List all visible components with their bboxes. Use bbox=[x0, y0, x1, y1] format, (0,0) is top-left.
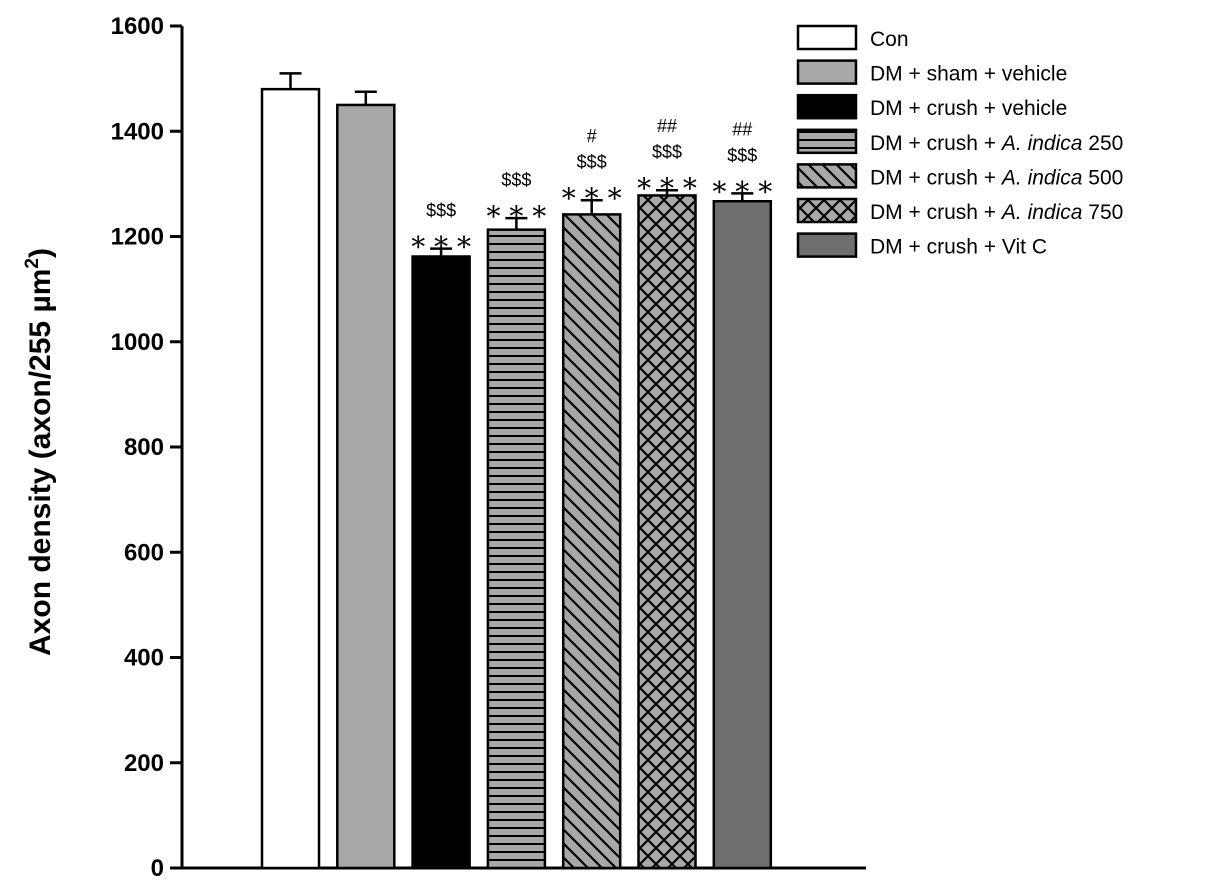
legend-item: DM + crush + Vit C bbox=[796, 232, 1047, 259]
error-bars-group bbox=[279, 72, 754, 257]
y-tick-label: 200 bbox=[124, 750, 164, 777]
bar bbox=[637, 194, 697, 870]
y-axis-label-close: ) bbox=[24, 248, 57, 258]
legend-item: DM + crush + A. indica 250 bbox=[796, 128, 1123, 155]
y-tick-label: 400 bbox=[124, 645, 164, 672]
y-axis-label-main: Axon density (axon/255 µm bbox=[24, 269, 57, 656]
y-tick-label: 800 bbox=[124, 434, 164, 461]
legend-item: DM + sham + vehicle bbox=[796, 59, 1067, 86]
significance-marker: ## bbox=[657, 116, 677, 136]
y-tick-label: 1400 bbox=[111, 118, 164, 145]
bar bbox=[561, 213, 622, 870]
y-tick-label: 600 bbox=[124, 539, 164, 566]
legend-swatch bbox=[796, 128, 858, 155]
significance-markers-group: * * * $$$ * * * $$$ * * * $$$ # * * * $$$ ## * * *… bbox=[411, 116, 772, 263]
bar bbox=[486, 228, 547, 870]
significance-marker: * * * bbox=[562, 182, 622, 215]
significance-marker: $$$ bbox=[652, 142, 682, 162]
legend: Con DM + sham + vehicle DM + crush + vehic… bbox=[796, 24, 1123, 259]
legend-label: DM + crush + Vit C bbox=[870, 236, 1047, 259]
significance-marker: $$$ bbox=[727, 145, 757, 165]
legend-swatch bbox=[796, 59, 858, 85]
legend-label: DM + crush + A. indica 750 bbox=[870, 201, 1123, 224]
significance-marker: * * * bbox=[637, 172, 697, 205]
significance-marker: * * * bbox=[712, 175, 772, 208]
bar bbox=[712, 199, 773, 870]
legend-item: Con bbox=[796, 24, 909, 51]
significance-marker: ## bbox=[732, 119, 752, 139]
significance-marker: $$$ bbox=[426, 201, 456, 221]
y-axis: 0 200 400 600 800 1000 1200 1400 1600 bbox=[111, 13, 184, 882]
y-tick-label: 0 bbox=[151, 855, 164, 882]
legend-item: DM + crush + A. indica 500 bbox=[796, 163, 1123, 189]
legend-label: Con bbox=[870, 28, 909, 51]
significance-marker: * * * bbox=[486, 200, 546, 233]
legend-label: DM + sham + vehicle bbox=[870, 63, 1067, 86]
y-axis-label: Axon density (axon/255 µm2) bbox=[22, 248, 57, 656]
legend-label: DM + crush + A. indica 500 bbox=[870, 166, 1123, 189]
significance-marker: $$$ bbox=[501, 170, 531, 190]
bar bbox=[411, 255, 471, 870]
y-axis-label-superscript: 2 bbox=[22, 258, 43, 269]
y-tick-label: 1000 bbox=[111, 329, 164, 356]
legend-swatch bbox=[796, 232, 858, 258]
legend-label: DM + crush + vehicle bbox=[870, 97, 1067, 120]
bar bbox=[260, 87, 321, 870]
significance-marker: # bbox=[587, 126, 597, 146]
significance-marker: * * * bbox=[411, 231, 471, 264]
legend-swatch bbox=[796, 197, 858, 224]
y-tick-label: 1600 bbox=[111, 13, 164, 40]
legend-label: DM + crush + A. indica 250 bbox=[870, 132, 1123, 155]
legend-item: DM + crush + vehicle bbox=[796, 93, 1067, 120]
bar bbox=[336, 103, 396, 870]
legend-item: DM + crush + A. indica 750 bbox=[796, 197, 1123, 224]
legend-swatch bbox=[796, 24, 858, 51]
y-tick-label: 1200 bbox=[111, 224, 164, 251]
significance-marker: $$$ bbox=[577, 152, 607, 172]
legend-swatch bbox=[796, 163, 858, 189]
legend-swatch bbox=[796, 93, 858, 120]
bars-group bbox=[260, 87, 773, 870]
